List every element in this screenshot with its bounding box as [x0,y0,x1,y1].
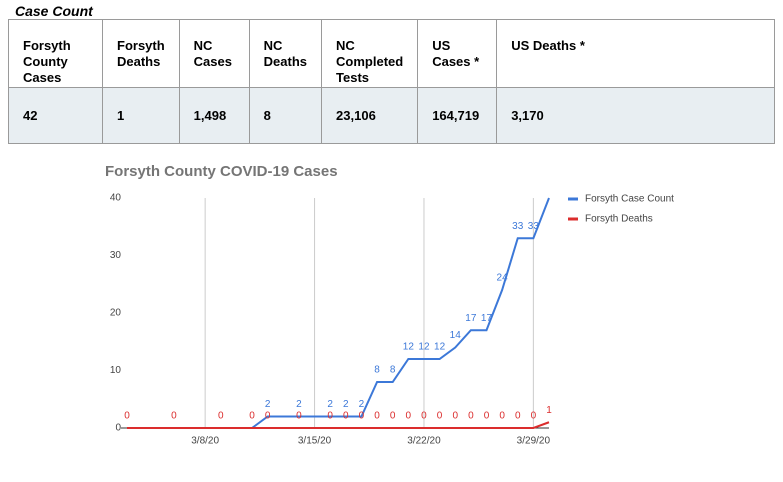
header-cell: NC Cases [178,19,250,88]
header-row: Forsyth County Cases Forsyth Deaths NC C… [8,19,775,88]
legend-label: Forsyth Case Count [585,194,674,205]
data-label: 0 [515,411,521,422]
data-cell: 23,106 [321,87,419,144]
y-tick-label: 20 [110,308,122,319]
data-label: 12 [418,342,430,353]
x-tick-label: 3/15/20 [298,436,332,447]
series-line [127,421,550,429]
data-label: 17 [481,313,493,324]
data-label: 0 [124,411,130,422]
y-tick-label: 30 [110,250,122,261]
data-cell: 8 [248,87,323,144]
legend-label: Forsyth Deaths [585,214,653,225]
data-label: 2 [359,399,365,410]
data-label: 17 [465,313,477,324]
data-label: 8 [390,365,396,376]
section-title: Case Count [15,3,93,19]
data-label: 0 [421,411,427,422]
data-label: 33 [512,221,524,232]
header-cell: NC Deaths [248,19,323,88]
data-label: 0 [171,411,177,422]
chart: Forsyth County COVID-19 Cases 0102030403… [105,163,674,447]
data-label: 2 [296,399,302,410]
data-label: 0 [499,411,505,422]
data-label: 0 [468,411,474,422]
header-cell: US Cases * [417,19,498,88]
data-label: 24 [497,273,509,284]
chart-title: Forsyth County COVID-19 Cases [105,163,338,180]
data-label: 0 [218,411,224,422]
data-label: 0 [437,411,443,422]
header-cell: NC Completed Tests [321,19,419,88]
data-label: 0 [452,411,458,422]
data-label: 2 [265,399,271,410]
header-cell: Forsyth County Cases [8,19,103,88]
data-label: 0 [531,411,537,422]
data-label: 1 [546,405,552,416]
data-label: 0 [484,411,490,422]
data-label: 2 [343,399,349,410]
data-label: 0 [249,411,255,422]
y-tick-label: 10 [110,365,122,376]
data-label: 0 [374,411,380,422]
data-label: 0 [343,411,349,422]
data-label: 0 [390,411,396,422]
x-tick-label: 3/22/20 [407,436,441,447]
data-cell: 42 [8,87,103,144]
data-label: 0 [265,411,271,422]
y-tick-label: 40 [110,193,122,204]
x-tick-label: 3/29/20 [517,436,551,447]
data-label: 0 [327,411,333,422]
data-label: 12 [434,342,446,353]
data-label: 8 [374,365,380,376]
data-cell: 164,719 [417,87,498,144]
data-label: 0 [359,411,365,422]
data-label: 2 [327,399,333,410]
data-label: 12 [403,342,415,353]
data-cell: 1,498 [178,87,250,144]
data-label: 14 [450,330,462,341]
data-label: 0 [296,411,302,422]
data-label: 0 [406,411,412,422]
header-cell: US Deaths * [496,19,775,88]
data-cell: 1 [102,87,180,144]
data-row: 42 1 1,498 8 23,106 164,719 3,170 [8,87,775,144]
case-table: Forsyth County Cases Forsyth Deaths NC C… [8,19,775,144]
header-cell: Forsyth Deaths [102,19,180,88]
data-cell: 3,170 [496,87,775,144]
x-tick-label: 3/8/20 [191,436,219,447]
data-label: 33 [528,221,540,232]
y-tick-label: 0 [115,423,121,434]
